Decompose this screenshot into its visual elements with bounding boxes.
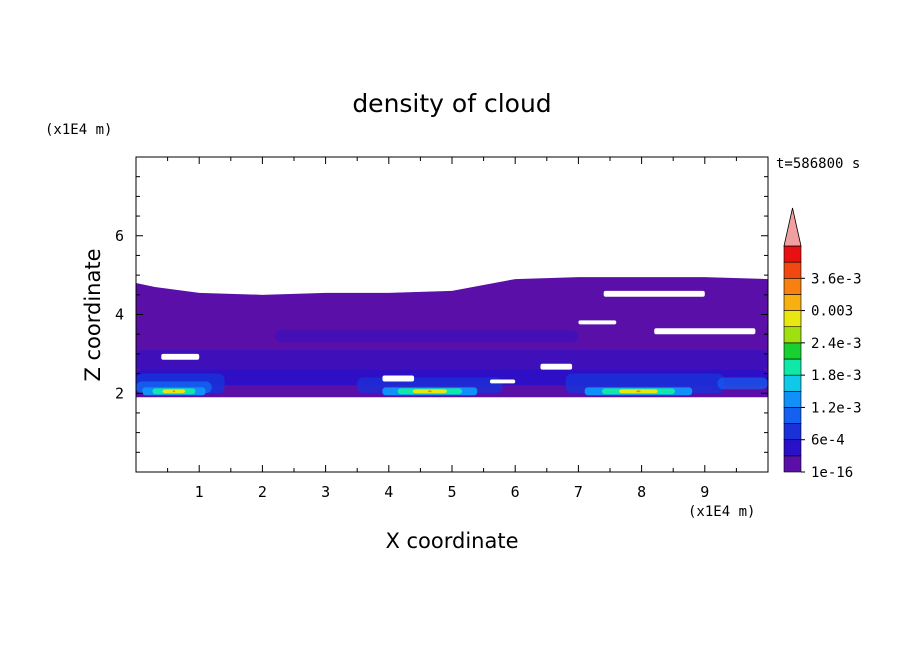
colorbar-label: 2.4e-3 <box>811 336 862 352</box>
x-tick-label: 8 <box>637 483 646 501</box>
colorbar-swatch <box>783 455 802 473</box>
x-unit-label: (x1E4 m) <box>688 504 755 520</box>
dense-core <box>172 390 176 393</box>
colorbar-label: 1e-16 <box>811 465 853 481</box>
colorbar-label: 1.8e-3 <box>811 368 862 384</box>
cloud-band <box>136 349 768 370</box>
colorbar-swatch <box>783 245 802 263</box>
x-tick-label: 1 <box>195 483 204 501</box>
colorbar-swatch <box>783 277 802 295</box>
colorbar-swatch <box>783 374 802 392</box>
clear-gap <box>489 379 516 384</box>
x-tick-label: 2 <box>258 483 267 501</box>
colorbar-swatch <box>783 326 802 344</box>
time-label: t=586800 s <box>776 156 860 172</box>
clear-gap <box>603 290 705 297</box>
dense-core <box>427 390 432 393</box>
density-field <box>136 277 768 398</box>
colorbar-swatch <box>783 261 802 279</box>
x-tick-label: 7 <box>574 483 583 501</box>
cloud-band <box>275 330 579 343</box>
x-tick-label: 9 <box>700 483 709 501</box>
dense-core <box>636 390 641 393</box>
colorbar-swatch <box>783 390 802 408</box>
y-axis-label: Z coordinate <box>81 248 105 381</box>
y-tick-label: 6 <box>115 227 124 245</box>
colorbar: 1e-16 6e-4 1.2e-3 1.8e-3 2.4e-3 0.003 3.6e-3 <box>783 207 862 481</box>
clear-gap <box>654 328 756 335</box>
colorbar-label: 0.003 <box>811 304 853 320</box>
clear-gap <box>578 320 617 325</box>
clear-gap <box>227 286 244 291</box>
x-axis-label: X coordinate <box>385 529 518 553</box>
clear-gap <box>382 375 415 382</box>
colorbar-label: 6e-4 <box>811 433 845 449</box>
cloud-band <box>717 377 768 390</box>
colorbar-swatch <box>783 294 802 311</box>
x-tick-label: 4 <box>384 483 393 501</box>
colorbar-swatch <box>783 310 802 328</box>
colorbar-swatch <box>783 407 802 424</box>
chart-title: density of cloud <box>352 89 551 118</box>
colorbar-label: 3.6e-3 <box>811 271 862 287</box>
clear-gap <box>540 363 573 370</box>
colorbar-extend-arrow <box>783 207 802 247</box>
y-tick-label: 4 <box>115 306 124 324</box>
x-tick-label: 3 <box>321 483 330 501</box>
x-tick-labels: 1 2 3 4 5 6 7 8 9 <box>195 483 710 501</box>
colorbar-swatch <box>783 423 802 441</box>
x-tick-label: 6 <box>511 483 520 501</box>
clear-gap <box>161 353 200 360</box>
x-tick-label: 5 <box>447 483 456 501</box>
axis-ticks <box>135 156 769 473</box>
y-tick-labels: 2 4 6 <box>115 227 124 403</box>
colorbar-swatch <box>783 439 802 457</box>
colorbar-label: 1.2e-3 <box>811 400 862 416</box>
colorbar-swatch <box>783 342 802 360</box>
colorbar-swatch <box>783 358 802 376</box>
y-unit-label: (x1E4 m) <box>45 122 112 138</box>
y-tick-label: 2 <box>115 384 124 402</box>
